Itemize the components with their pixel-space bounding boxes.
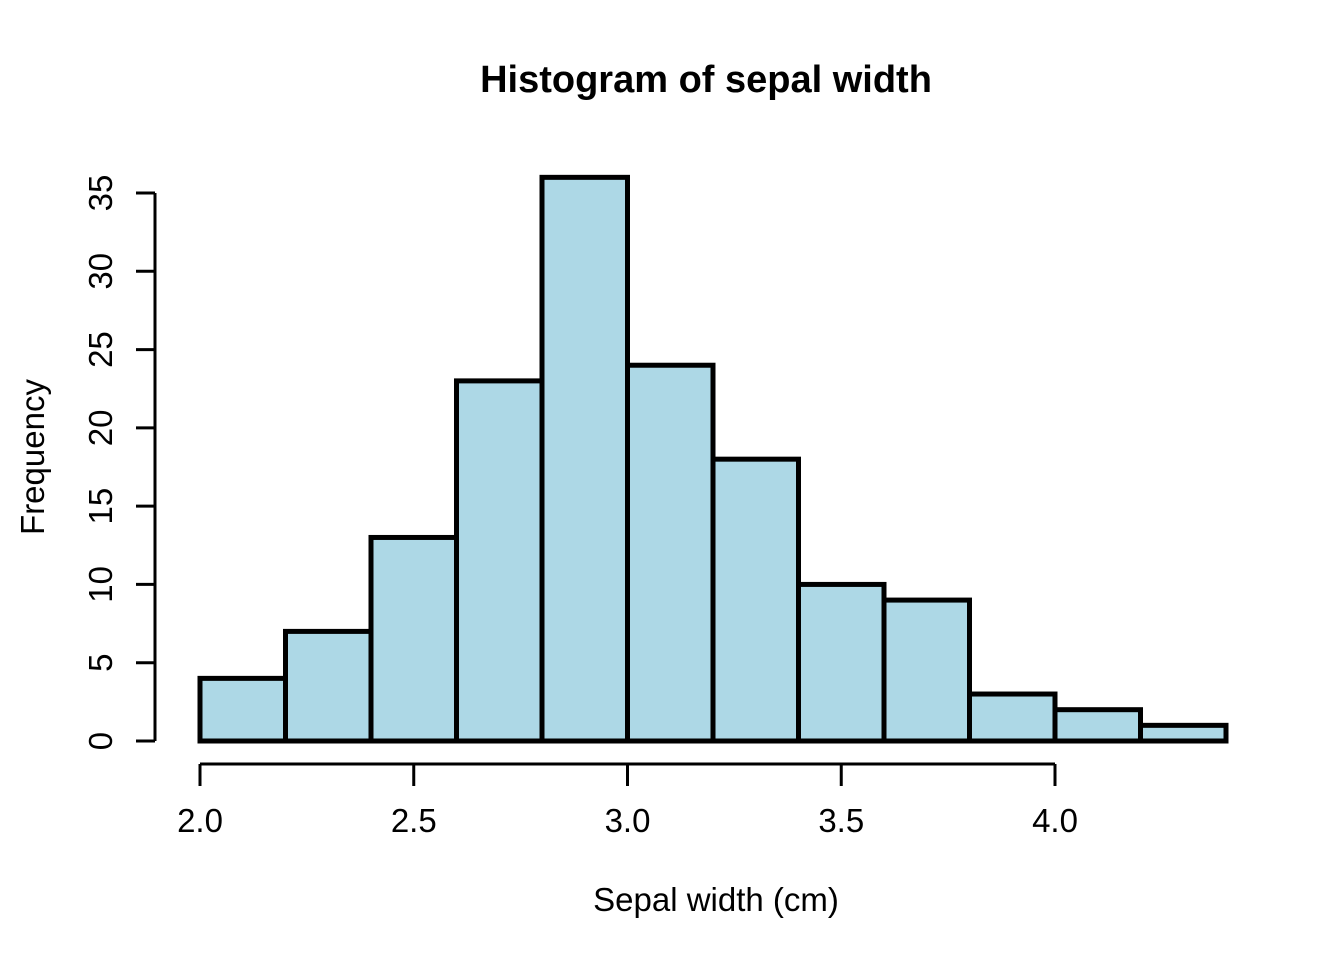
y-axis-label: Frequency	[14, 379, 51, 535]
x-axis-label: Sepal width (cm)	[593, 881, 839, 918]
histogram-bar	[967, 691, 1058, 744]
chart-title: Histogram of sepal width	[480, 59, 932, 101]
y-tick-label: 30	[82, 253, 119, 290]
histogram-bar	[710, 456, 801, 744]
histogram-bar	[625, 362, 716, 744]
y-tick-label: 10	[82, 566, 119, 603]
x-tick-label: 4.0	[1032, 802, 1078, 839]
histogram-bar	[1052, 707, 1143, 744]
histogram-bar	[368, 534, 459, 744]
y-tick-label: 15	[82, 488, 119, 525]
histogram-bar	[539, 174, 630, 744]
y-tick-label: 20	[82, 409, 119, 446]
y-tick-label: 0	[82, 732, 119, 750]
y-tick-label: 35	[82, 175, 119, 212]
x-tick-label: 2.5	[391, 802, 437, 839]
histogram-bar	[881, 597, 972, 744]
y-tick-label: 25	[82, 331, 119, 368]
histogram-bar	[454, 378, 545, 744]
y-tick-label: 5	[82, 654, 119, 672]
x-tick-label: 2.0	[177, 802, 223, 839]
x-tick-label: 3.0	[605, 802, 651, 839]
histogram-bar	[197, 675, 288, 744]
histogram-bar	[1138, 722, 1229, 744]
histogram-bar	[796, 581, 887, 744]
histogram-bar	[283, 628, 374, 744]
x-tick-label: 3.5	[818, 802, 864, 839]
